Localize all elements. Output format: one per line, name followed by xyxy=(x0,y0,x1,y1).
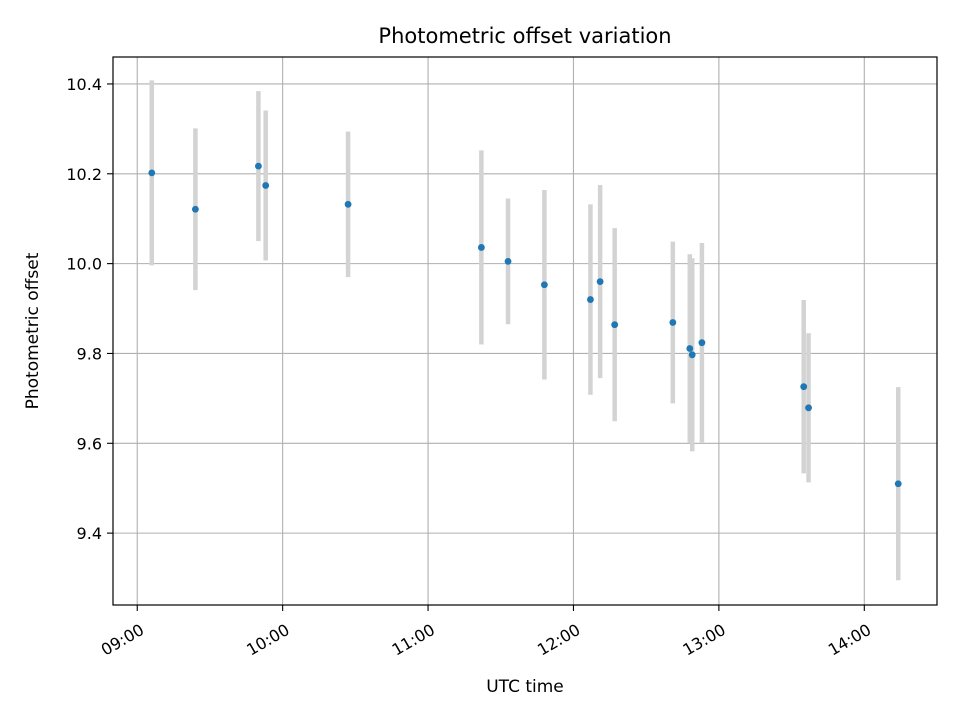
data-points xyxy=(148,162,902,488)
data-point xyxy=(894,480,902,488)
data-point xyxy=(805,404,812,412)
chart-title: Photometric offset variation xyxy=(378,24,671,48)
data-point xyxy=(688,351,696,359)
y-tick-label: 10.4 xyxy=(66,75,102,94)
y-tick-label: 10.2 xyxy=(66,165,102,184)
data-point xyxy=(698,339,706,347)
data-point xyxy=(504,257,512,265)
data-point xyxy=(262,182,270,189)
data-point xyxy=(477,244,485,251)
y-axis-ticks: 9.4 9.6 9.8 10.0 10.2 10.4 xyxy=(66,75,113,543)
data-point xyxy=(344,200,352,208)
data-point xyxy=(540,281,548,289)
grid xyxy=(113,57,937,605)
y-axis-label: Photometric offset xyxy=(23,252,43,409)
data-point xyxy=(686,345,694,352)
plot-frame xyxy=(112,56,938,606)
y-tick-label: 9.4 xyxy=(77,524,102,543)
y-tick-label: 9.6 xyxy=(77,434,102,453)
y-tick-label: 10.0 xyxy=(66,255,102,274)
data-point xyxy=(611,321,619,329)
data-point xyxy=(148,169,156,177)
data-point xyxy=(255,162,262,170)
y-tick-label: 9.8 xyxy=(77,344,102,363)
data-point xyxy=(669,319,677,326)
data-point xyxy=(587,296,594,303)
plot-area xyxy=(113,57,937,605)
x-axis-label: UTC time xyxy=(486,677,564,697)
data-point xyxy=(596,278,604,285)
data-point xyxy=(192,205,199,213)
data-point xyxy=(800,383,808,391)
